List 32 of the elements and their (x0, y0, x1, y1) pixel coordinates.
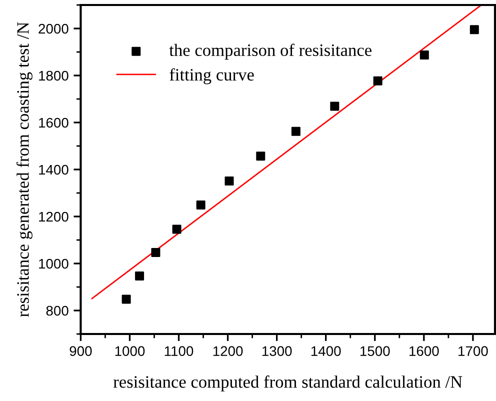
x-tick-label: 1200 (213, 346, 243, 356)
point (470, 25, 479, 34)
x-axis-title: resisitance computed from standard calculation /N (113, 375, 462, 392)
point (151, 248, 160, 257)
x-tick-label: 1500 (360, 346, 390, 356)
y-tick-label: 1000 (39, 258, 68, 269)
y-axis-title: resisitance generated from coasting test /N (16, 22, 32, 317)
point (172, 224, 182, 234)
legend-label: fitting curve (170, 68, 254, 84)
point (135, 271, 144, 280)
x-tick-label: 1300 (262, 346, 292, 356)
point (291, 126, 300, 136)
y-tick-label: 2000 (38, 24, 68, 34)
x-tick-label: 1600 (410, 346, 439, 356)
legend-label: the comparison of resisitance (169, 44, 372, 60)
y-tick-label: 1800 (39, 70, 68, 81)
x-tick-label: 1400 (311, 346, 341, 356)
point (224, 176, 234, 186)
y-tick-label: 1600 (39, 118, 68, 128)
x-tick-label: 1000 (115, 346, 145, 356)
point (122, 294, 131, 304)
y-tick-label: 1200 (39, 212, 68, 222)
x-tick-label: 1700 (458, 346, 488, 356)
point (196, 200, 206, 210)
point (330, 102, 340, 111)
point (373, 76, 382, 86)
x-tick-label: 1100 (164, 346, 194, 356)
x-tick-label: 900 (70, 346, 92, 356)
point (420, 50, 429, 60)
point (256, 152, 266, 161)
y-tick-label: 800 (46, 306, 68, 316)
y-tick-label: 1400 (39, 164, 68, 175)
